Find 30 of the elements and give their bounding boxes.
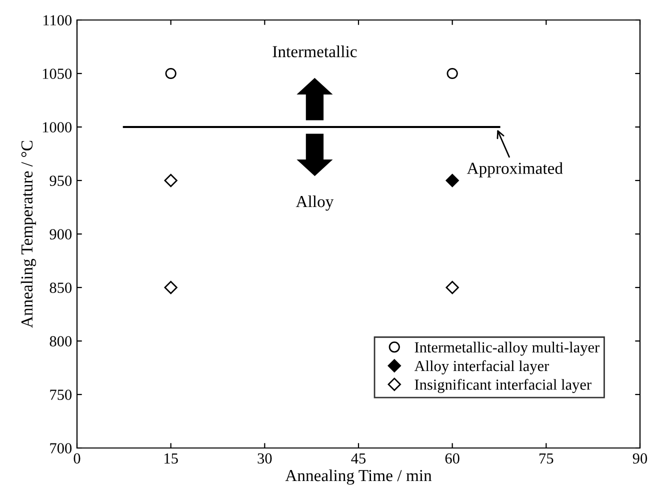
x-tick-label: 0 xyxy=(74,453,80,464)
y-tick-label: 1000 xyxy=(42,122,72,132)
x-tick-label: 30 xyxy=(258,453,272,464)
y-tick-label: 1050 xyxy=(42,68,72,79)
y-tick-label: 1100 xyxy=(44,15,72,26)
annotation: Alloy xyxy=(296,195,334,211)
x-tick-label: 75 xyxy=(540,453,554,464)
y-tick-label: 800 xyxy=(50,336,72,346)
point xyxy=(164,280,178,294)
annotation: Approximated xyxy=(466,162,563,178)
y-axis-title: Annealing Temperature / °C xyxy=(20,140,36,328)
legend-label: Alloy interfacial layer xyxy=(414,360,550,374)
annotation: Intermetallic xyxy=(272,46,357,58)
y-tick-label: 950 xyxy=(50,176,72,186)
point xyxy=(446,68,458,80)
y-tick-label: 850 xyxy=(50,282,72,293)
x-tick-label: 45 xyxy=(351,453,366,464)
legend-label: Intermetallic-alloy multi-layer xyxy=(414,342,600,356)
legend-label: Insignificant interfacial layer xyxy=(414,378,592,393)
point xyxy=(164,174,178,188)
x-tick-label: 15 xyxy=(164,453,178,464)
y-tick-label: 900 xyxy=(50,229,72,240)
x-tick-label: 90 xyxy=(632,453,648,464)
point xyxy=(446,174,459,188)
y-tick-label: 750 xyxy=(50,390,72,400)
point xyxy=(446,280,459,294)
x-axis-title: Annealing Time / min xyxy=(285,469,432,485)
x-tick-label: 60 xyxy=(445,453,460,464)
point xyxy=(165,68,176,80)
y-tick-label: 700 xyxy=(50,443,72,454)
